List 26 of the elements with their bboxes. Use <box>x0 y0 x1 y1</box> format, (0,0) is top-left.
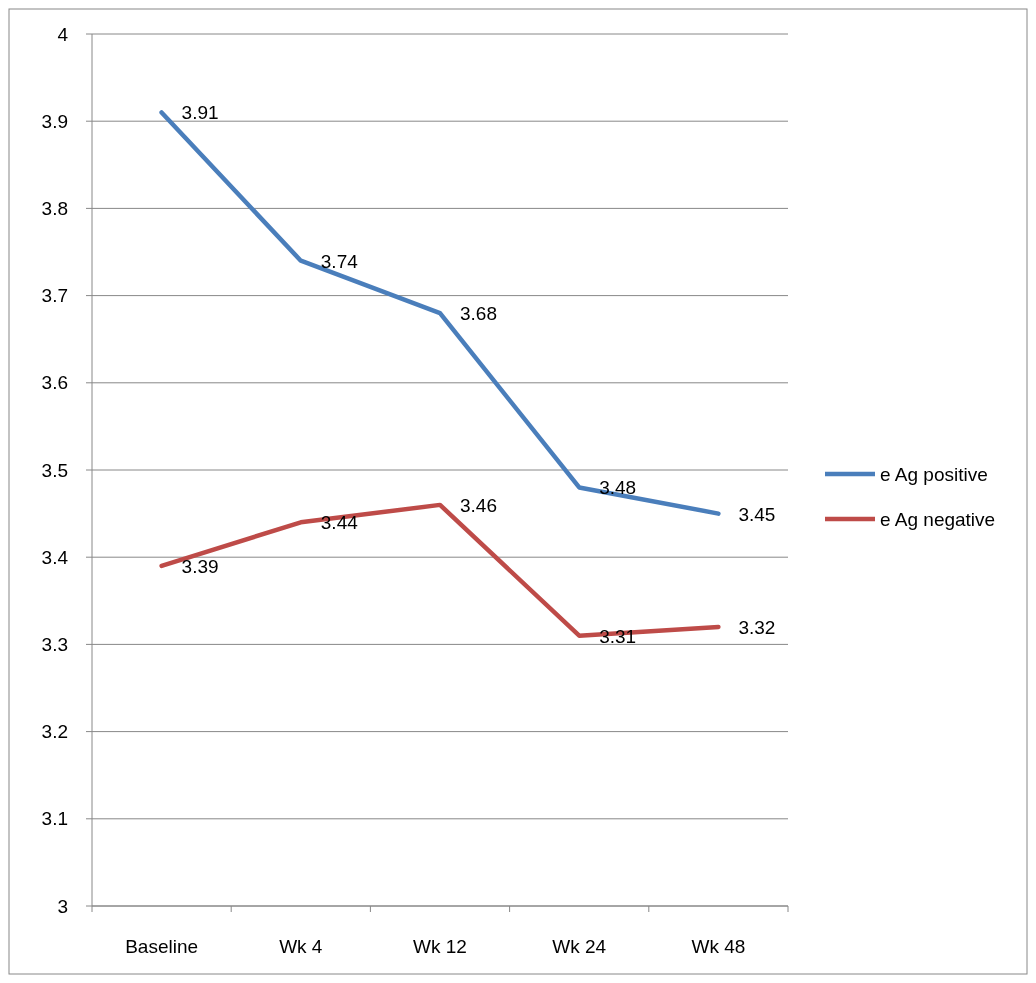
x-tick-label: Wk 12 <box>413 936 467 957</box>
y-tick-label: 3.1 <box>41 808 68 830</box>
y-tick-label: 3 <box>57 895 68 917</box>
legend-label: e Ag negative <box>880 508 996 530</box>
data-label: 3.45 <box>738 503 776 525</box>
data-label: 3.39 <box>181 555 219 577</box>
y-tick-label: 3.9 <box>41 110 68 132</box>
data-label: 3.44 <box>320 512 359 534</box>
y-tick-label: 3.3 <box>41 634 68 656</box>
x-tick-label: Wk 4 <box>279 936 323 957</box>
y-tick-label: 3.5 <box>41 459 68 481</box>
x-tick-label: Wk 24 <box>552 936 607 957</box>
y-tick-label: 3.8 <box>41 198 68 220</box>
y-tick-label: 3.2 <box>41 721 68 743</box>
y-tick-label: 4 <box>57 23 69 45</box>
legend-label: e Ag positive <box>880 463 988 485</box>
data-label: 3.91 <box>181 102 219 124</box>
x-tick-label: Wk 48 <box>691 936 746 957</box>
data-label: 3.46 <box>460 494 497 516</box>
y-tick-label: 3.6 <box>41 372 68 394</box>
data-label: 3.74 <box>320 250 359 272</box>
y-tick-label: 3.7 <box>41 285 68 307</box>
data-label: 3.32 <box>738 616 776 638</box>
x-tick-label: Baseline <box>125 936 199 957</box>
y-tick-label: 3.4 <box>41 546 69 568</box>
data-label: 3.68 <box>460 303 497 325</box>
